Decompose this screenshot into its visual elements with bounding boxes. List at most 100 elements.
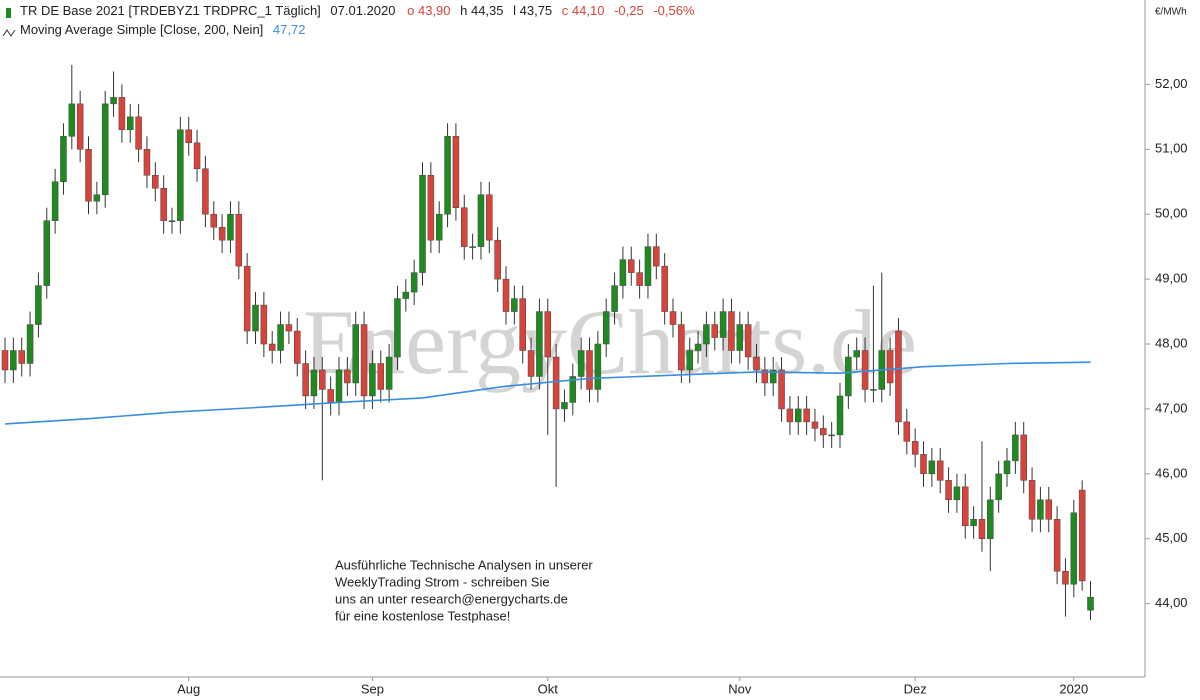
y-tick-label: 48,00 <box>1155 335 1188 350</box>
y-tick-label: 50,00 <box>1155 206 1188 221</box>
candle-body <box>444 136 451 215</box>
candle-body <box>936 460 944 481</box>
x-tick-label: Sep <box>361 681 384 696</box>
candle-body <box>536 311 543 377</box>
candle-body <box>494 239 501 280</box>
x-tick-label: Dez <box>904 681 927 696</box>
candle-body <box>1012 434 1019 462</box>
indicator-value: 47,72 <box>273 22 306 37</box>
candle-body <box>294 330 301 364</box>
candle-body <box>218 226 226 241</box>
candle-body <box>452 136 460 208</box>
candle-body <box>753 356 760 371</box>
candle-body <box>76 103 84 150</box>
x-tick-label: Aug <box>177 681 200 696</box>
candle-body <box>736 324 744 351</box>
candle-body <box>978 519 986 539</box>
candle-body <box>377 363 385 390</box>
candle-body <box>644 246 652 286</box>
candle-body <box>1078 489 1086 582</box>
candle-body <box>185 129 192 144</box>
candle-body <box>310 369 318 397</box>
candle-body <box>419 175 426 273</box>
candle-body <box>527 350 535 377</box>
candle-body <box>1062 570 1069 585</box>
candle-body <box>402 291 410 299</box>
candle-body <box>435 213 443 241</box>
candle-body <box>803 408 810 423</box>
candle-body <box>845 356 852 397</box>
candle-body <box>461 207 468 247</box>
candle-body <box>678 324 685 371</box>
candle-body <box>870 389 877 391</box>
candle-body <box>352 324 359 384</box>
candle-body <box>210 213 218 228</box>
candle-body <box>636 272 643 286</box>
candle-body <box>193 142 201 170</box>
candle-body <box>987 499 994 539</box>
candle-body <box>669 311 677 325</box>
candle-body <box>243 265 251 332</box>
candle-body <box>769 369 777 384</box>
y-tick-label: 49,00 <box>1155 271 1188 286</box>
candle-body <box>953 486 961 501</box>
candle-body <box>895 330 902 423</box>
candle-body <box>486 194 493 241</box>
candle-body <box>519 298 526 351</box>
candle-body <box>744 324 752 358</box>
candle-body <box>235 213 243 267</box>
candle-body <box>861 350 869 390</box>
candle-body <box>970 519 977 527</box>
candle-body <box>319 369 326 390</box>
annotation-line: für eine kostenlose Testphase! <box>335 608 510 623</box>
candle-body <box>1045 499 1053 520</box>
candle-body <box>653 246 660 267</box>
candle-body <box>786 408 794 423</box>
candle-body <box>828 434 835 437</box>
candle-body <box>302 363 309 397</box>
candle-body <box>962 486 969 527</box>
candle-body <box>260 304 268 345</box>
candle-body <box>1037 499 1044 520</box>
y-tick-label: 52,00 <box>1155 76 1188 91</box>
candle-body <box>552 356 560 410</box>
candle-body <box>911 441 919 455</box>
candle-body <box>628 259 635 273</box>
candle-body <box>335 369 343 403</box>
candle-body <box>101 103 109 195</box>
y-tick-label: 44,00 <box>1155 595 1188 610</box>
candle-body <box>928 460 936 475</box>
candle-body <box>903 421 911 442</box>
candle-body <box>577 350 585 377</box>
candle-body <box>1 350 9 371</box>
candle-body <box>327 389 334 403</box>
change: -0,25 <box>614 3 644 18</box>
candle-body <box>427 175 435 241</box>
candle-body <box>43 220 51 286</box>
y-tick-label: 46,00 <box>1155 465 1188 480</box>
candle-body <box>51 181 59 221</box>
candle-body <box>93 194 101 202</box>
close-label: c 44,10 <box>562 3 605 18</box>
candle-body <box>160 187 167 221</box>
candle-body <box>68 103 76 137</box>
candle-body <box>10 350 17 371</box>
candle-body <box>1003 460 1011 475</box>
candle-body <box>611 285 618 312</box>
candle-body <box>385 356 393 390</box>
candle-body <box>795 408 802 423</box>
candle-body <box>836 395 844 436</box>
candle-body <box>544 311 552 358</box>
candle-body <box>661 265 668 312</box>
candle-body <box>511 298 518 312</box>
legend-icon <box>6 8 11 18</box>
x-tick-label: Okt <box>538 681 559 696</box>
candle-body <box>602 311 610 345</box>
change-pct: -0,56% <box>653 3 695 18</box>
x-tick-label: Nov <box>728 681 752 696</box>
candle-body <box>268 343 276 351</box>
candle-body <box>694 343 702 351</box>
y-tick-label: 51,00 <box>1155 141 1188 156</box>
date: 07.01.2020 <box>330 3 395 18</box>
candle-body <box>360 324 368 397</box>
